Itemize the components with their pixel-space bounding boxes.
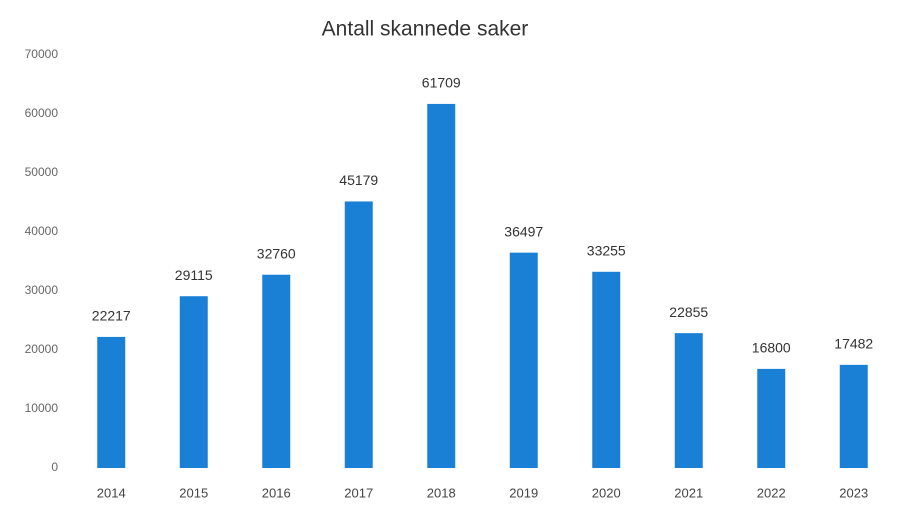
x-tick-label: 2018 xyxy=(427,485,456,500)
bar xyxy=(839,364,868,468)
y-tick-label: 10000 xyxy=(25,401,59,415)
data-label: 17482 xyxy=(834,336,873,352)
bar xyxy=(97,336,126,468)
data-label: 22855 xyxy=(669,304,708,320)
data-label: 22217 xyxy=(92,308,131,324)
bar xyxy=(427,103,456,468)
x-tick-label: 2023 xyxy=(839,485,868,500)
bar xyxy=(344,201,373,468)
data-label: 61709 xyxy=(422,75,461,91)
y-tick-label: 60000 xyxy=(25,106,59,120)
bar xyxy=(262,274,291,468)
data-label: 29115 xyxy=(175,267,213,283)
bar xyxy=(757,368,786,468)
x-tick-label: 2015 xyxy=(179,485,208,500)
bar xyxy=(509,252,538,468)
data-label: 16800 xyxy=(752,340,791,356)
y-tick-label: 70000 xyxy=(25,47,59,61)
x-tick-label: 2019 xyxy=(509,485,538,500)
y-tick-label: 20000 xyxy=(25,342,59,356)
x-tick-label: 2017 xyxy=(344,485,373,500)
x-tick-label: 2020 xyxy=(592,485,621,500)
x-tick-label: 2016 xyxy=(262,485,291,500)
data-label: 36497 xyxy=(504,223,543,239)
y-tick-label: 0 xyxy=(51,460,58,474)
data-label: 33255 xyxy=(587,242,626,258)
x-tick-label: 2014 xyxy=(97,485,126,500)
chart-title: Antall skannede saker xyxy=(322,18,529,41)
data-label: 45179 xyxy=(339,172,378,188)
x-tick-label: 2021 xyxy=(674,485,703,500)
bar xyxy=(674,333,703,468)
data-label: 32760 xyxy=(257,245,296,261)
y-tick-label: 40000 xyxy=(25,224,59,238)
y-tick-label: 50000 xyxy=(25,165,59,179)
x-tick-label: 2022 xyxy=(757,485,786,500)
y-tick-label: 30000 xyxy=(25,283,59,297)
bar xyxy=(592,271,621,468)
bar xyxy=(179,296,208,468)
